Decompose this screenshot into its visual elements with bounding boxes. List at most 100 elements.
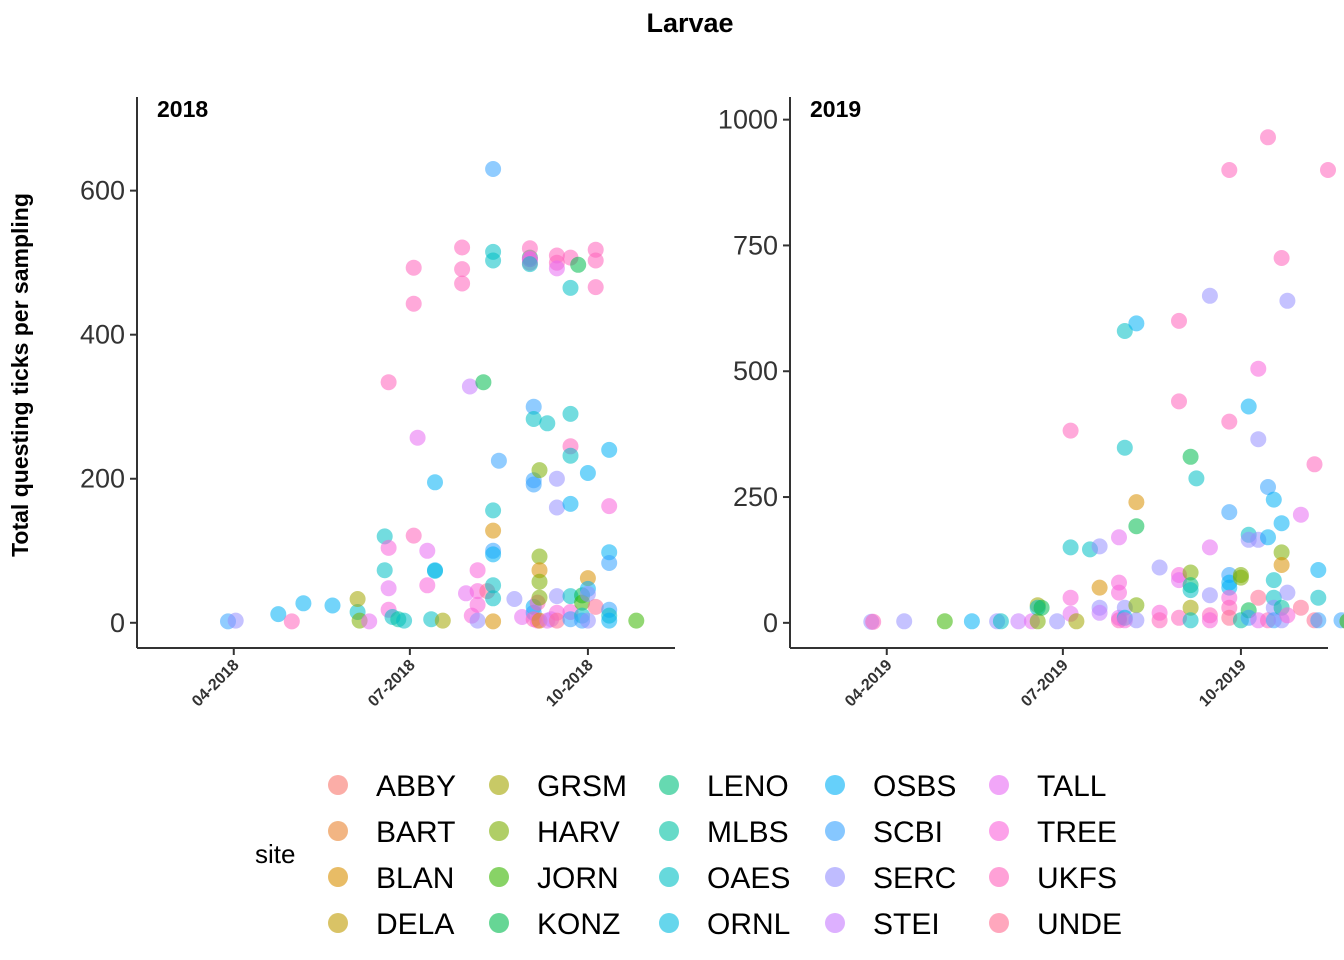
data-point-osbs <box>601 441 618 458</box>
data-point-konz <box>1128 518 1145 535</box>
x-tick-label: 10-2018 <box>543 657 597 711</box>
legend-label: DELA <box>376 908 454 941</box>
legend-item-leno: LENO <box>659 770 789 803</box>
data-point-oaes <box>1265 572 1282 589</box>
legend-swatch <box>989 867 1009 887</box>
data-point-oaes <box>521 256 538 273</box>
legend-swatch <box>328 821 348 841</box>
data-point-konz <box>475 374 492 391</box>
legend-item-abby: ABBY <box>328 770 456 803</box>
y-tick-label: 0 <box>110 608 125 638</box>
data-point-oaes <box>539 415 556 432</box>
data-point-osbs <box>1265 491 1282 508</box>
data-point-scbi <box>525 476 542 493</box>
data-point-osbs <box>562 495 579 512</box>
legend-label: MLBS <box>707 816 789 849</box>
data-point-ukfs <box>1221 162 1238 178</box>
data-point-ukfs <box>865 613 882 630</box>
y-tick-label: 400 <box>80 320 125 350</box>
legend-label: STEI <box>873 908 940 941</box>
y-tick-label: 600 <box>80 176 125 206</box>
data-point-jorn <box>1339 614 1344 629</box>
data-point-serc <box>548 470 565 487</box>
legend-swatch <box>659 913 679 933</box>
data-point-ukfs <box>1062 422 1079 439</box>
data-point-konz <box>570 256 587 273</box>
legend-swatch <box>825 775 845 795</box>
legend-swatch <box>825 913 845 933</box>
data-point-oaes <box>485 577 502 594</box>
data-point-unde <box>1250 589 1267 606</box>
data-point-tree <box>1116 612 1133 629</box>
panels: 0 200 400 600 04-2018 07-2018 10-2018 2018 0 250 5… <box>80 96 1344 710</box>
legend-label: OSBS <box>873 770 956 803</box>
data-point-ukfs <box>405 259 422 276</box>
y-tick-label: 250 <box>733 482 778 512</box>
data-point-konz <box>1182 448 1199 465</box>
legend-swatch <box>659 867 679 887</box>
data-point-serc <box>1250 431 1267 448</box>
data-point-osbs <box>295 595 312 612</box>
data-point-harv <box>1128 597 1145 614</box>
data-point-scbi <box>485 161 502 177</box>
legend-swatch <box>328 867 348 887</box>
data-point-serc <box>1279 292 1296 309</box>
data-point-scbi <box>525 398 542 415</box>
data-point-blan <box>531 562 548 579</box>
data-point-jorn <box>628 612 645 629</box>
legend-label: ORNL <box>707 908 790 941</box>
data-point-grsm <box>434 612 451 629</box>
legend-label: GRSM <box>537 770 627 803</box>
data-point-osbs <box>579 465 596 481</box>
data-point-ukfs <box>1260 129 1276 146</box>
panel-2019: 0 250 500 750 1000 04-2019 07-2019 10-2019 2019 <box>718 96 1344 710</box>
data-point-tree <box>469 596 486 613</box>
data-point-tree <box>1250 360 1267 377</box>
data-point-oaes <box>992 613 1009 630</box>
y-tick-label: 200 <box>80 464 125 494</box>
data-point-oaes <box>396 612 413 629</box>
data-point-oaes <box>562 447 579 464</box>
legend-label: TREE <box>1037 816 1117 849</box>
legend-item-tree: TREE <box>989 816 1117 849</box>
y-tick-label: 750 <box>733 230 778 260</box>
data-point-tall <box>548 260 565 277</box>
data-point-ukfs <box>1273 250 1290 266</box>
legend-item-konz: KONZ <box>489 908 620 941</box>
data-point-osbs <box>270 606 287 623</box>
points-2018 <box>220 161 645 630</box>
data-point-scbi <box>1260 479 1276 495</box>
data-point-oaes <box>562 405 579 422</box>
data-point-blan <box>1091 579 1108 596</box>
data-point-ukfs <box>1171 312 1187 329</box>
legend-item-harv: HARV <box>489 816 620 849</box>
legend-label: OAES <box>707 862 790 895</box>
legend-item-serc: SERC <box>825 862 956 895</box>
data-point-jorn <box>936 613 953 630</box>
data-point-tree <box>1201 612 1218 629</box>
legend-item-ornl: ORNL <box>659 908 790 941</box>
legend-swatch <box>989 821 1009 841</box>
data-point-ukfs <box>454 275 471 292</box>
data-point-harv <box>1273 544 1290 561</box>
data-point-oaes <box>485 252 502 269</box>
data-point-ukfs <box>1171 393 1187 410</box>
legend-swatch <box>989 913 1009 933</box>
data-point-osbs <box>1260 529 1276 546</box>
legend-item-grsm: GRSM <box>489 770 627 803</box>
data-point-unde <box>1292 599 1309 616</box>
legend-item-bart: BART <box>328 816 455 849</box>
data-point-serc <box>1128 612 1145 629</box>
data-point-tall <box>380 580 397 597</box>
legend-swatch <box>489 913 509 933</box>
data-point-osbs <box>1240 398 1257 415</box>
data-point-ukfs <box>454 239 471 256</box>
data-point-tall <box>409 429 426 446</box>
data-point-oaes <box>562 588 579 605</box>
data-point-ukfs <box>380 374 397 391</box>
legend-item-unde: UNDE <box>989 908 1122 941</box>
data-point-blan <box>485 522 502 539</box>
data-point-ukfs <box>1221 413 1238 430</box>
data-point-blan <box>485 613 502 630</box>
data-point-harv <box>531 589 548 606</box>
